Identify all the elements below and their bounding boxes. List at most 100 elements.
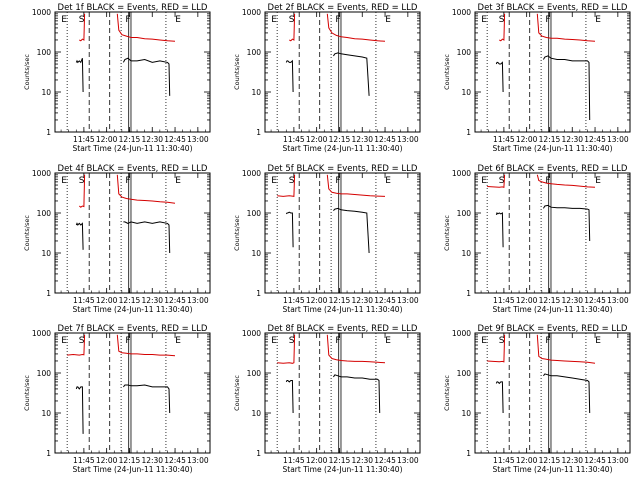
y-tick-label: 10 — [41, 409, 51, 418]
y-axis-label: Counts/sec — [23, 54, 31, 90]
x-tick-label: 12:15 — [539, 135, 561, 144]
y-tick-label: 100 — [457, 369, 472, 378]
x-tick-label: 13:00 — [607, 456, 629, 465]
x-tick-label: 13:00 — [187, 135, 209, 144]
plot-frame — [54, 11, 211, 133]
panel-title: Det 7f BLACK = Events, RED = LLD — [58, 324, 208, 334]
event-marker-label: S — [499, 176, 505, 186]
y-tick-label: 100 — [37, 369, 52, 378]
lld-series-line — [277, 334, 296, 364]
lld-series-line — [289, 13, 296, 42]
panel-title: Det 5f BLACK = Events, RED = LLD — [268, 164, 418, 174]
x-tick-label: 12:15 — [539, 456, 561, 465]
x-tick-label: 11:45 — [73, 456, 95, 465]
lld-series-line — [116, 13, 176, 42]
event-marker-label: F — [125, 336, 130, 346]
y-tick-label: 100 — [247, 369, 262, 378]
event-marker-label: F — [335, 176, 340, 186]
event-marker-label: E — [385, 176, 391, 186]
lld-series-line — [326, 174, 386, 197]
x-tick-label: 12:45 — [584, 296, 606, 305]
y-axis-label: Counts/sec — [233, 215, 241, 251]
x-tick-label: 12:30 — [141, 135, 163, 144]
lld-series-line — [116, 174, 176, 204]
lld-series-line — [79, 13, 86, 42]
panel-title: Det 2f BLACK = Events, RED = LLD — [268, 3, 418, 13]
x-axis-label: Start Time (24-Jun-11 11:30:40) — [283, 144, 403, 153]
x-tick-label: 12:00 — [516, 135, 538, 144]
y-tick-label: 10 — [251, 409, 261, 418]
panel-det-4: Det 4f BLACK = Events, RED = LLD 1 10 100 10… — [23, 164, 211, 314]
x-tick-label: 12:45 — [164, 296, 186, 305]
x-tick-label: 12:00 — [516, 296, 538, 305]
events-series-line — [495, 212, 504, 248]
plot-frame — [54, 332, 211, 454]
x-tick-label: 12:30 — [561, 135, 583, 144]
x-axis-label: Start Time (24-Jun-11 11:30:40) — [283, 465, 403, 474]
y-tick-label: 10 — [461, 409, 471, 418]
x-tick-label: 12:00 — [96, 296, 118, 305]
x-tick-label: 11:45 — [73, 296, 95, 305]
panel-title: Det 1f BLACK = Events, RED = LLD — [58, 3, 208, 13]
event-marker-label: E — [61, 336, 67, 346]
y-tick-label: 10 — [461, 249, 471, 258]
panel-title: Det 6f BLACK = Events, RED = LLD — [478, 164, 628, 174]
event-marker-label: E — [271, 176, 277, 186]
x-tick-label: 12:45 — [584, 456, 606, 465]
y-tick-label: 100 — [247, 48, 262, 57]
x-tick-label: 12:30 — [141, 296, 163, 305]
events-series-line — [332, 52, 370, 96]
lld-series-line — [116, 334, 176, 357]
x-axis-label: Start Time (24-Jun-11 11:30:40) — [493, 465, 613, 474]
y-tick-label: 1 — [466, 449, 471, 458]
y-tick-label: 1 — [46, 289, 51, 298]
x-tick-label: 12:00 — [96, 456, 118, 465]
x-tick-label: 12:30 — [141, 456, 163, 465]
events-series-line — [75, 58, 84, 93]
x-tick-label: 12:30 — [351, 135, 373, 144]
y-tick-label: 1 — [256, 289, 261, 298]
event-marker-label: S — [499, 15, 505, 25]
lld-series-line — [326, 13, 386, 42]
events-series-line — [495, 381, 504, 414]
plot-frame — [264, 332, 421, 454]
event-marker-label: F — [545, 15, 550, 25]
x-tick-label: 11:45 — [283, 456, 305, 465]
panel-det-1: Det 1f BLACK = Events, RED = LLD 1 10 100 10… — [23, 3, 211, 153]
events-series-line — [75, 222, 84, 250]
y-tick-label: 1000 — [452, 169, 471, 178]
panel-det-8: Det 8f BLACK = Events, RED = LLD 1 10 100 10… — [233, 324, 421, 474]
y-tick-label: 100 — [37, 48, 52, 57]
x-tick-label: 13:00 — [187, 296, 209, 305]
y-tick-label: 10 — [41, 88, 51, 97]
x-tick-label: 12:00 — [516, 456, 538, 465]
x-tick-label: 13:00 — [397, 135, 419, 144]
x-tick-label: 11:45 — [283, 296, 305, 305]
lld-series-line — [67, 334, 86, 356]
lld-series-line — [536, 174, 596, 188]
x-tick-label: 12:00 — [96, 135, 118, 144]
y-axis-label: Counts/sec — [233, 375, 241, 411]
event-marker-label: F — [335, 336, 340, 346]
event-marker-label: S — [79, 15, 85, 25]
panel-det-2: Det 2f BLACK = Events, RED = LLD 1 10 100 10… — [233, 3, 421, 153]
lld-series-line — [536, 13, 596, 42]
event-marker-label: E — [271, 15, 277, 25]
y-tick-label: 10 — [251, 249, 261, 258]
x-tick-label: 12:15 — [119, 456, 141, 465]
event-marker-label: E — [481, 15, 487, 25]
y-tick-label: 100 — [457, 209, 472, 218]
x-tick-label: 11:45 — [493, 456, 515, 465]
plot-frame — [264, 172, 421, 294]
x-tick-label: 12:15 — [119, 135, 141, 144]
lld-series-line — [499, 13, 506, 42]
y-tick-label: 1 — [46, 449, 51, 458]
events-series-line — [285, 380, 294, 414]
event-marker-label: F — [335, 15, 340, 25]
panel-det-5: Det 5f BLACK = Events, RED = LLD 1 10 100 10… — [233, 164, 421, 314]
y-tick-label: 1 — [256, 128, 261, 137]
x-tick-label: 11:45 — [493, 135, 515, 144]
panel-det-7: Det 7f BLACK = Events, RED = LLD 1 10 100 10… — [23, 324, 211, 474]
panel-det-6: Det 6f BLACK = Events, RED = LLD 1 10 100 10… — [443, 164, 631, 314]
